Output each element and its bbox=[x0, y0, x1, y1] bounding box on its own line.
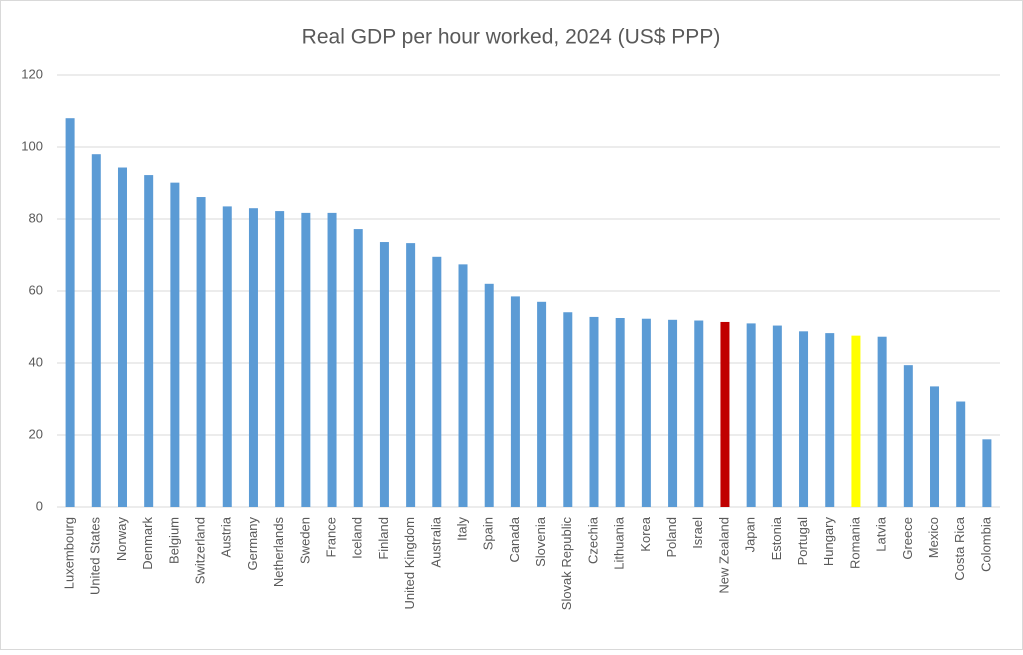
bar bbox=[353, 229, 363, 507]
bar bbox=[458, 264, 468, 507]
x-tick-label: Slovenia bbox=[533, 516, 548, 567]
bar bbox=[379, 242, 389, 508]
x-tick-label: United Kingdom bbox=[402, 517, 417, 610]
x-tick-label: Italy bbox=[454, 517, 469, 541]
y-tick-label: 40 bbox=[29, 354, 43, 369]
bar bbox=[746, 323, 756, 507]
x-tick-label: Netherlands bbox=[271, 517, 286, 588]
bar bbox=[327, 212, 337, 507]
x-tick-label: United States bbox=[88, 517, 103, 596]
bar bbox=[903, 365, 913, 507]
x-tick-label: Mexico bbox=[926, 517, 941, 558]
x-tick-label: Costa Rica bbox=[952, 516, 967, 580]
x-tick-label: Korea bbox=[638, 516, 653, 551]
bar bbox=[825, 333, 835, 507]
bar bbox=[982, 439, 992, 507]
x-tick-label: Sweden bbox=[297, 517, 312, 564]
bar bbox=[275, 211, 285, 507]
x-tick-label: Spain bbox=[481, 517, 496, 550]
bar bbox=[799, 331, 809, 507]
y-tick-label: 20 bbox=[29, 426, 43, 441]
x-tick-label: Norway bbox=[114, 517, 129, 562]
bar bbox=[720, 321, 730, 507]
y-tick-label: 60 bbox=[29, 282, 43, 297]
x-tick-label: Finland bbox=[376, 517, 391, 560]
x-tick-label: Romania bbox=[847, 516, 862, 569]
bar bbox=[510, 296, 520, 507]
y-tick-label: 0 bbox=[36, 498, 43, 513]
bar bbox=[615, 318, 625, 507]
x-tick-label: Hungary bbox=[821, 517, 836, 567]
bar bbox=[851, 335, 861, 507]
x-tick-label: Denmark bbox=[140, 517, 155, 570]
bar bbox=[877, 336, 887, 507]
bar bbox=[91, 154, 101, 507]
x-tick-label: Canada bbox=[507, 516, 522, 562]
bar bbox=[668, 319, 678, 507]
x-tick-label: Luxembourg bbox=[62, 517, 77, 589]
x-tick-label: Japan bbox=[743, 517, 758, 552]
bar bbox=[930, 386, 940, 507]
bar bbox=[694, 320, 704, 507]
bar bbox=[170, 182, 180, 507]
x-tick-label: Austria bbox=[219, 516, 234, 557]
x-tick-label: Germany bbox=[245, 517, 260, 571]
bar bbox=[563, 312, 573, 507]
bar bbox=[301, 212, 311, 507]
bar bbox=[248, 208, 258, 507]
x-tick-label: Belgium bbox=[166, 517, 181, 564]
bar bbox=[196, 197, 206, 508]
bar bbox=[65, 118, 75, 507]
x-tick-label: Colombia bbox=[978, 516, 993, 572]
x-tick-label: Israel bbox=[690, 517, 705, 549]
bar bbox=[432, 256, 442, 507]
x-tick-label: Lithuania bbox=[612, 516, 627, 570]
bar bbox=[956, 401, 966, 507]
bar bbox=[484, 283, 494, 507]
x-tick-label: Greece bbox=[900, 517, 915, 560]
bar bbox=[772, 325, 782, 507]
x-tick-label: Latvia bbox=[874, 516, 889, 551]
bar bbox=[117, 167, 127, 507]
bar bbox=[589, 316, 599, 507]
x-tick-label: Portugal bbox=[795, 517, 810, 566]
x-tick-label: Australia bbox=[428, 516, 443, 567]
x-tick-label: Switzerland bbox=[193, 517, 208, 584]
chart-title: Real GDP per hour worked, 2024 (US$ PPP) bbox=[302, 26, 721, 49]
x-tick-label: Czechia bbox=[585, 516, 600, 564]
x-tick-label: Slovak Republic bbox=[559, 517, 574, 611]
y-tick-label: 100 bbox=[21, 138, 43, 153]
bar bbox=[222, 206, 232, 507]
x-tick-label: Iceland bbox=[350, 517, 365, 559]
x-tick-label: New Zealand bbox=[716, 517, 731, 594]
y-tick-label: 80 bbox=[29, 210, 43, 225]
x-tick-label: France bbox=[323, 517, 338, 557]
bar bbox=[406, 243, 416, 507]
x-tick-label: Estonia bbox=[769, 516, 784, 560]
x-tick-label: Poland bbox=[664, 517, 679, 557]
bar bbox=[537, 301, 547, 507]
bar bbox=[144, 175, 154, 507]
bar bbox=[641, 318, 651, 507]
y-tick-label: 120 bbox=[21, 66, 43, 81]
